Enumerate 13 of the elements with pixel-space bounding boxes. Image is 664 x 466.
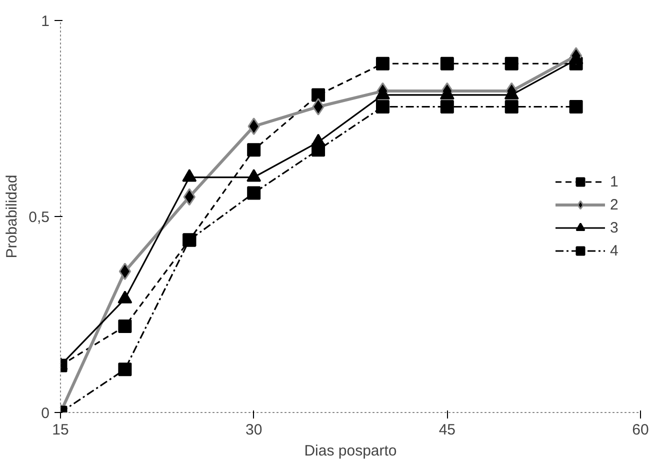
legend-label: 3 (610, 219, 620, 236)
x-tick-label: 45 (438, 422, 456, 438)
x-axis-title: Dias posparto (304, 442, 397, 460)
x-tick-label: 30 (245, 422, 262, 438)
y-tick-label: 0,5 (28, 209, 50, 226)
y-tick-label: 1 (41, 13, 50, 30)
legend-label: 2 (610, 196, 620, 213)
x-tick-label: 60 (632, 422, 649, 438)
x-tick-label: 15 (52, 422, 69, 438)
legend-label: 4 (610, 242, 620, 259)
legend-label: 1 (610, 173, 620, 190)
y-tick-label: 0 (41, 405, 50, 422)
y-axis-title: Probabilidad (4, 174, 21, 258)
